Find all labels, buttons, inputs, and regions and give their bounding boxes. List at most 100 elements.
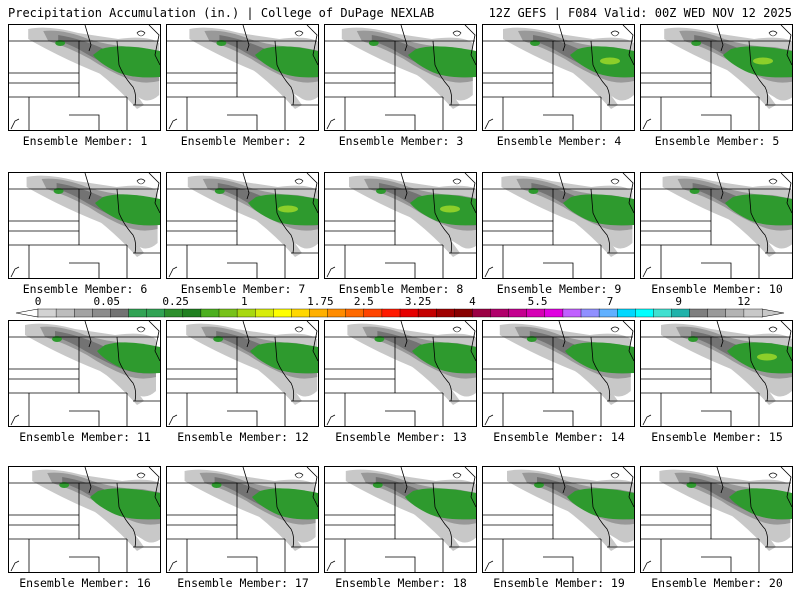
ensemble-member-label: Ensemble Member: 5: [654, 134, 780, 148]
precip-green-spot: [53, 188, 64, 194]
precip-green-spot: [211, 482, 222, 488]
ensemble-member-panel: [482, 466, 635, 573]
ensemble-member-panel: [640, 172, 793, 279]
ensemble-member-panel: [324, 320, 477, 427]
colorbar-swatch: [671, 308, 691, 318]
precip-green-area: [405, 488, 476, 520]
colorbar-swatch: [92, 308, 111, 318]
panel-map: [325, 467, 476, 572]
lake: [768, 326, 778, 333]
state-borders: [483, 467, 634, 572]
lake: [610, 326, 620, 333]
colorbar-max-arrow: [761, 308, 785, 318]
precip-light-streak: [383, 341, 460, 405]
precip-light-streak: [67, 45, 144, 109]
lake: [768, 178, 778, 185]
lake: [294, 472, 304, 479]
panel-map: [641, 173, 792, 278]
colorbar-swatch: [254, 308, 274, 318]
ensemble-member-label: Ensemble Member: 3: [338, 134, 464, 148]
precip-light-streak: [383, 487, 460, 551]
precip-green-area: [567, 488, 634, 520]
precip-green-area: [95, 194, 160, 226]
coastline: [642, 266, 652, 278]
lake: [610, 472, 620, 479]
ensemble-member-label: Ensemble Member: 11: [19, 430, 151, 444]
ensemble-member-label: Ensemble Member: 8: [338, 282, 464, 296]
precip-green-area: [565, 342, 634, 374]
panel-map: [167, 173, 318, 278]
precip-green-area: [408, 46, 476, 78]
coastline: [10, 118, 20, 130]
lake: [452, 472, 462, 479]
colorbar-min-arrow: [15, 308, 39, 318]
colorbar-swatch: [508, 308, 528, 318]
lake: [136, 30, 146, 37]
ensemble-member-label: Ensemble Member: 16: [19, 576, 151, 590]
colorbar-swatch: [236, 308, 256, 318]
colorbar-swatch: [635, 308, 654, 318]
panel-map: [9, 173, 160, 278]
ensemble-member-label: Ensemble Member: 20: [651, 576, 783, 590]
colorbar-svg: 0 0.05 0.25 1 1.75 2.5 3.25 4 5.5 7 9 12: [15, 296, 785, 318]
coastline: [326, 414, 336, 426]
precip-green-spot: [689, 188, 700, 194]
panel-map: [325, 173, 476, 278]
ensemble-member-label: Ensemble Member: 15: [651, 430, 783, 444]
ensemble-member-panel: [482, 320, 635, 427]
precip-green-area: [563, 194, 634, 226]
precip-lime-spot: [753, 57, 773, 65]
colorbar-swatch: [291, 308, 310, 318]
colorbar-swatch: [55, 308, 75, 318]
ensemble-member-panel: [324, 172, 477, 279]
colorbar-swatch: [544, 308, 564, 318]
state-borders: [641, 467, 792, 572]
ensemble-member-panel: [166, 172, 319, 279]
colorbar-tick-label: 4: [469, 296, 476, 308]
state-borders: [483, 321, 634, 426]
colorbar-swatch: [417, 308, 437, 318]
coastline: [10, 414, 20, 426]
precip-green-spot: [372, 482, 383, 488]
panel-map: [167, 321, 318, 426]
ensemble-member-panel: [482, 172, 635, 279]
lake: [610, 178, 620, 185]
colorbar-swatch: [617, 308, 636, 318]
coastline: [484, 266, 494, 278]
precip-green-area: [97, 342, 160, 374]
ensemble-member-label: Ensemble Member: 1: [22, 134, 148, 148]
panel-map: [325, 25, 476, 130]
ensemble-member-label: Ensemble Member: 10: [651, 282, 783, 296]
precip-light-streak: [541, 341, 618, 405]
state-borders: [9, 25, 160, 130]
lake: [294, 30, 304, 37]
precip-light-streak: [225, 193, 302, 257]
precip-lime-spot: [440, 205, 460, 213]
coastline: [642, 560, 652, 572]
coastline: [168, 118, 178, 130]
run-valid-time: 12Z GEFS | F084 Valid: 00Z WED NOV 12 20…: [488, 6, 792, 20]
lake: [452, 178, 462, 185]
state-borders: [9, 467, 160, 572]
ensemble-member-label: Ensemble Member: 14: [493, 430, 625, 444]
precip-light-streak: [67, 487, 144, 551]
colorbar-swatch: [128, 308, 148, 318]
lake: [294, 326, 304, 333]
precip-green-spot: [59, 482, 70, 488]
colorbar-swatch: [526, 308, 546, 318]
lake: [452, 30, 462, 37]
panel-map: [641, 25, 792, 130]
colorbar-swatch: [598, 308, 618, 318]
colorbar-tick-label: 5.5: [528, 296, 548, 308]
precip-light-streak: [541, 193, 618, 257]
colorbar-swatch: [273, 308, 292, 318]
lake: [452, 326, 462, 333]
ensemble-member-panel: [8, 320, 161, 427]
state-borders: [483, 25, 634, 130]
ensemble-member-panel: [166, 320, 319, 427]
colorbar-tick-label: 7: [607, 296, 614, 308]
state-borders: [641, 25, 792, 130]
colorbar-swatch: [146, 308, 166, 318]
precip-light-streak: [541, 45, 618, 109]
panel-map: [167, 467, 318, 572]
